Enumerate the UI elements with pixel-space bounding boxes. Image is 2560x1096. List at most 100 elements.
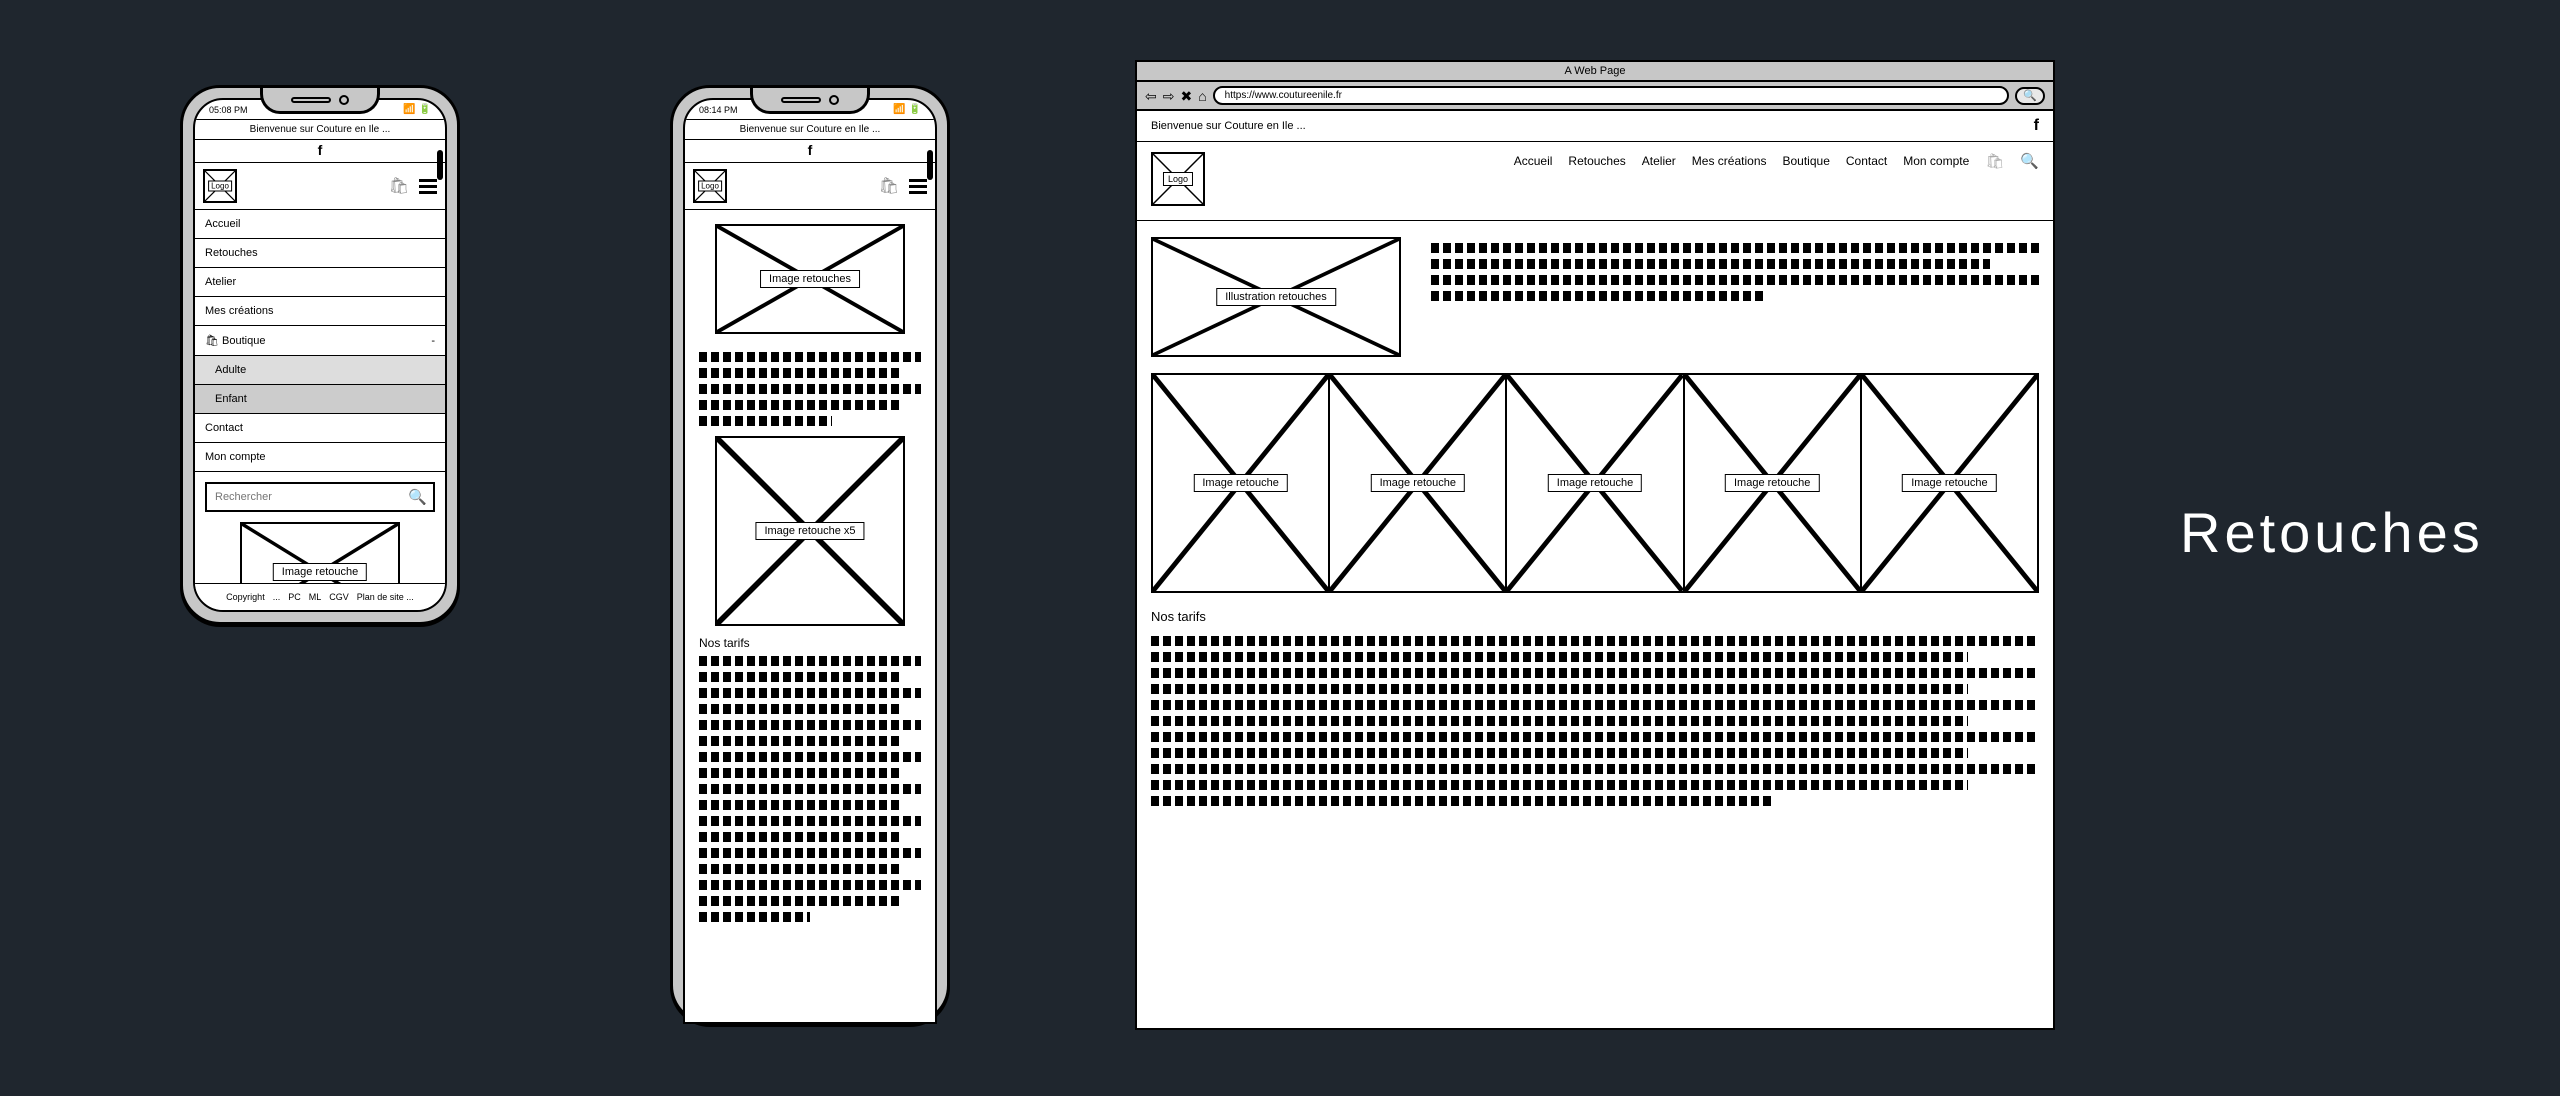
phone-mockup-menu: 05:08 PM 📶 🔋 Bienvenue sur Couture en Il… (180, 85, 460, 625)
phone-notch (750, 88, 870, 114)
nav-home-icon[interactable]: ⌂ (1198, 89, 1206, 103)
gallery-image: Image retouche (1860, 373, 2039, 593)
footer-ml[interactable]: ML (309, 592, 322, 602)
logo[interactable]: Logo (693, 169, 727, 203)
cart-icon[interactable]: 🛍 (1985, 152, 2004, 170)
section-title-tarifs: Nos tarifs (699, 636, 921, 650)
footer-cgv[interactable]: CGV (329, 592, 349, 602)
url-bar[interactable]: https://www.coutureenile.fr (1213, 86, 2009, 105)
hamburger-icon[interactable] (909, 179, 927, 194)
nav-link-boutique[interactable]: Boutique (1783, 154, 1830, 168)
image-caption: Image retouche (1548, 474, 1642, 492)
mobile-topbar: Logo 🛍 (685, 163, 935, 210)
nav-item-boutique[interactable]: 🛍 Boutique - (195, 326, 445, 356)
primary-nav: Accueil Retouches Atelier Mes créations … (1514, 152, 2039, 170)
mobile-nav-menu: Accueil Retouches Atelier Mes créations … (195, 210, 445, 472)
footer-sep: ... (273, 592, 281, 602)
go-button[interactable]: 🔍 (2015, 87, 2045, 105)
hamburger-icon[interactable] (419, 179, 437, 194)
slide-title: Retouches (2180, 500, 2484, 565)
logo-label: Logo (698, 181, 722, 192)
nav-forward-icon[interactable]: ⇨ (1163, 89, 1175, 103)
bag-icon: 🛍 (205, 335, 219, 347)
image-caption: Image retouche x5 (755, 522, 864, 540)
status-time: 08:14 PM (699, 105, 738, 115)
nav-item-moncompte[interactable]: Mon compte (195, 443, 445, 472)
nav-link-moncompte[interactable]: Mon compte (1903, 154, 1969, 168)
logo-label: Logo (1163, 172, 1193, 186)
body-text-placeholder (699, 352, 921, 426)
expand-indicator: - (431, 335, 435, 347)
gallery-image: Image retouche (1683, 373, 1862, 593)
nav-item-creations[interactable]: Mes créations (195, 297, 445, 326)
nav-item-atelier[interactable]: Atelier (195, 268, 445, 297)
status-icons: 📶 🔋 (403, 104, 431, 115)
gallery-image: Image retouche (1151, 373, 1330, 593)
tarifs-text-placeholder (699, 656, 921, 922)
phone-notch (260, 88, 380, 114)
scrollbar[interactable] (927, 150, 933, 180)
retouches-hero-image: Image retouches (715, 224, 905, 334)
cart-icon[interactable]: 🛍 (879, 176, 899, 196)
site-header: Logo Accueil Retouches Atelier Mes créat… (1137, 142, 2053, 221)
hero-image-caption: Image retouche (273, 563, 367, 581)
nav-item-contact[interactable]: Contact (195, 414, 445, 443)
gallery-row: Image retouche Image retouche Image retouc… (1137, 373, 2053, 603)
image-caption: Illustration retouches (1216, 288, 1336, 306)
logo[interactable]: Logo (203, 169, 237, 203)
nav-item-accueil[interactable]: Accueil (195, 210, 445, 239)
nav-link-contact[interactable]: Contact (1846, 154, 1887, 168)
phone-screen: 05:08 PM 📶 🔋 Bienvenue sur Couture en Il… (193, 98, 447, 612)
retouches-gallery-image: Image retouche x5 (715, 436, 905, 626)
footer-sitemap[interactable]: Plan de site ... (357, 592, 414, 602)
nav-subitem-enfant[interactable]: Enfant (195, 385, 445, 414)
nav-link-creations[interactable]: Mes créations (1692, 154, 1767, 168)
browser-window: A Web Page ⇦ ⇨ ✖ ⌂ https://www.coutureen… (1135, 60, 2055, 1030)
scrollbar[interactable] (437, 150, 443, 180)
tarifs-text-placeholder (1137, 636, 2053, 826)
search-box[interactable]: 🔍 (205, 482, 435, 512)
footer-pc[interactable]: PC (288, 592, 301, 602)
nav-stop-icon[interactable]: ✖ (1180, 89, 1192, 103)
search-icon[interactable]: 🔍 (408, 488, 427, 506)
page-content: Bienvenue sur Couture en Ile ... f Logo … (1137, 111, 2053, 826)
stage: 05:08 PM 📶 🔋 Bienvenue sur Couture en Il… (0, 0, 2560, 1096)
logo[interactable]: Logo (1151, 152, 1205, 206)
welcome-strip: Bienvenue sur Couture en Ile ... (685, 120, 935, 140)
gallery-image: Image retouche (1328, 373, 1507, 593)
facebook-icon[interactable]: f (195, 140, 445, 163)
hero-illustration: Illustration retouches (1151, 237, 1401, 357)
welcome-text: Bienvenue sur Couture en Ile ... (1151, 120, 1306, 132)
mobile-topbar: Logo 🛍 (195, 163, 445, 210)
phone-mockup-retouches: 08:14 PM 📶 🔋 Bienvenue sur Couture en Il… (670, 85, 950, 1025)
gallery-image: Image retouche (1505, 373, 1684, 593)
welcome-strip: Bienvenue sur Couture en Ile ... (195, 120, 445, 140)
image-caption: Image retouche (1902, 474, 1996, 492)
phone-screen: 08:14 PM 📶 🔋 Bienvenue sur Couture en Il… (683, 98, 937, 1024)
footer-copyright[interactable]: Copyright (226, 592, 265, 602)
welcome-strip: Bienvenue sur Couture en Ile ... f (1137, 111, 2053, 142)
image-caption: Image retouche (1371, 474, 1465, 492)
search-input[interactable] (213, 490, 408, 504)
section-title-tarifs: Nos tarifs (1137, 603, 2053, 630)
nav-link-accueil[interactable]: Accueil (1514, 154, 1553, 168)
cart-icon[interactable]: 🛍 (389, 176, 409, 196)
hero-section: Illustration retouches (1137, 221, 2053, 373)
nav-back-icon[interactable]: ⇦ (1145, 89, 1157, 103)
hero-text-placeholder (1431, 237, 2039, 357)
browser-titlebar: A Web Page (1137, 62, 2053, 82)
image-caption: Image retouche (1725, 474, 1819, 492)
image-caption: Image retouches (760, 270, 860, 288)
status-icons: 📶 🔋 (893, 104, 921, 115)
status-time: 05:08 PM (209, 105, 248, 115)
facebook-icon[interactable]: f (2034, 117, 2039, 135)
nav-link-atelier[interactable]: Atelier (1642, 154, 1676, 168)
mobile-footer: Copyright ... PC ML CGV Plan de site ... (195, 583, 445, 610)
nav-item-retouches[interactable]: Retouches (195, 239, 445, 268)
facebook-icon[interactable]: f (685, 140, 935, 163)
nav-link-retouches[interactable]: Retouches (1568, 154, 1625, 168)
search-icon[interactable]: 🔍 (2020, 152, 2039, 170)
image-caption: Image retouche (1193, 474, 1287, 492)
nav-subitem-adulte[interactable]: Adulte (195, 356, 445, 385)
logo-label: Logo (208, 181, 232, 192)
